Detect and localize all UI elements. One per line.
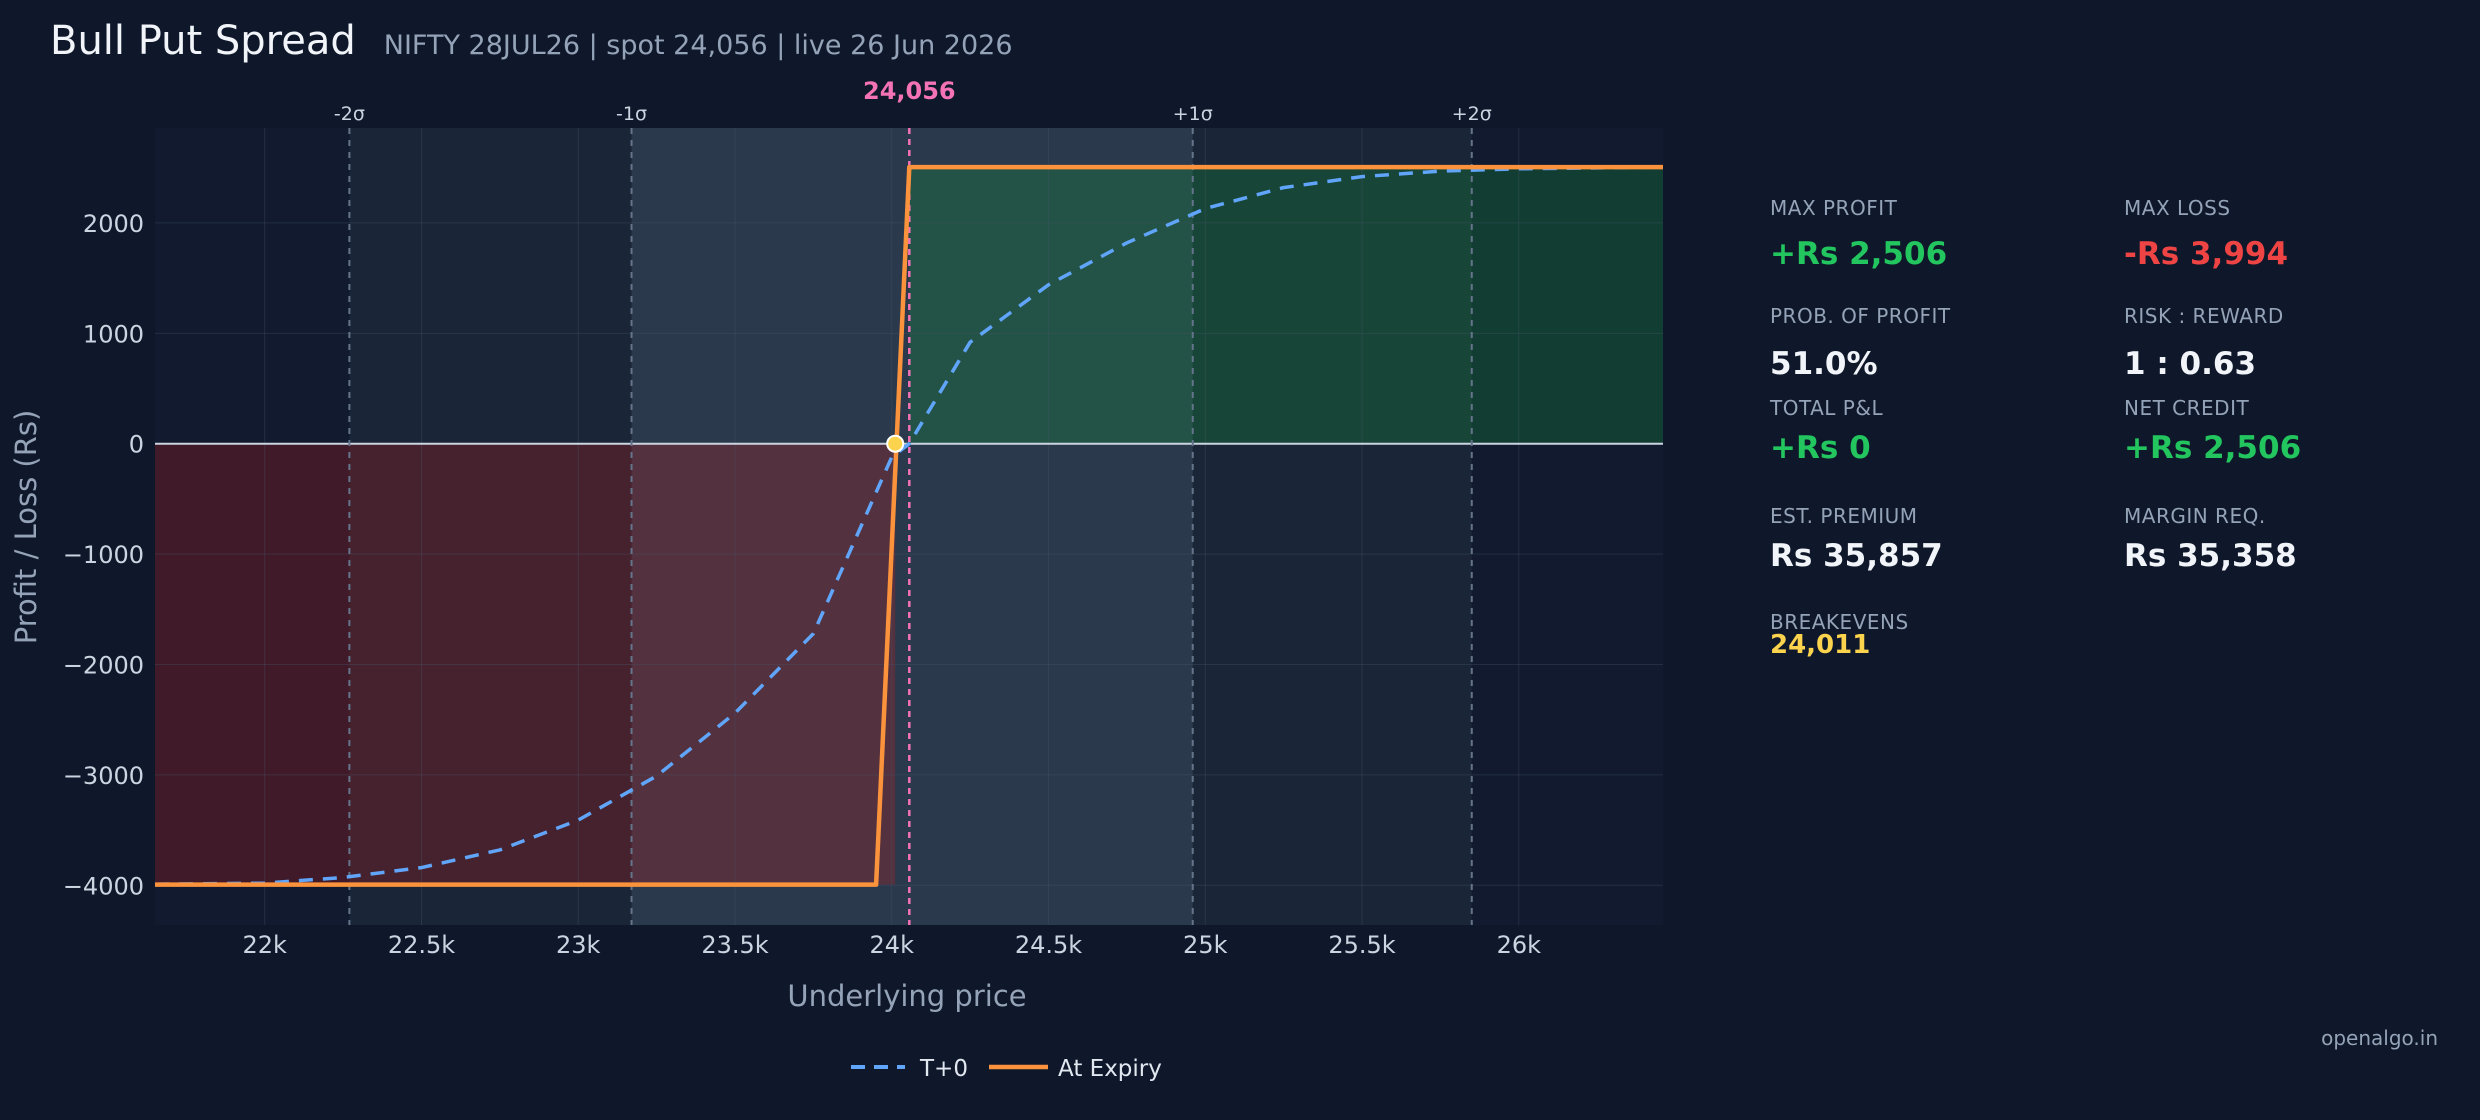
x-tick-label: 26k: [1497, 931, 1542, 959]
prob-of-profit-value: 51.0%: [1770, 346, 1878, 382]
margin-req-label: MARGIN REQ.: [2124, 504, 2266, 528]
total-pnl-label: TOTAL P&L: [1770, 396, 1884, 420]
breakeven-marker: [886, 434, 905, 453]
legend-t0-label: T+0: [919, 1056, 968, 1082]
x-tick-label: 25.5k: [1328, 931, 1395, 959]
breakevens-value: 24,011: [1770, 630, 1871, 660]
legend-expiry-label: At Expiry: [1058, 1056, 1162, 1082]
watermark: openalgo.in: [2321, 1026, 2438, 1050]
y-tick-label: −3000: [63, 762, 144, 790]
profit-zone: [909, 167, 1663, 444]
y-tick-label: 0: [129, 431, 144, 459]
x-tick-label: 24k: [870, 931, 915, 959]
risk-reward-label: RISK : REWARD: [2124, 304, 2284, 328]
max-profit-value: +Rs 2,506: [1770, 236, 1948, 272]
y-tick-label: −4000: [63, 872, 144, 900]
breakevens-label: BREAKEVENS: [1770, 610, 1909, 634]
page-subtitle: NIFTY 28JUL26 | spot 24,056 | live 26 Ju…: [383, 30, 1013, 61]
max-loss-label: MAX LOSS: [2124, 196, 2231, 220]
net-credit-label: NET CREDIT: [2124, 396, 2250, 420]
sigma-label: -2σ: [334, 103, 365, 125]
prob-of-profit-label: PROB. OF PROFIT: [1770, 304, 1951, 328]
y-tick-label: −2000: [63, 651, 144, 679]
risk-reward-value: 1 : 0.63: [2124, 346, 2257, 382]
sigma-label: -1σ: [616, 103, 647, 125]
max-loss-value: -Rs 3,994: [2124, 236, 2289, 272]
x-tick-label: 23.5k: [701, 931, 768, 959]
x-axis-title: Underlying price: [787, 979, 1026, 1013]
total-pnl-value: +Rs 0: [1770, 430, 1871, 466]
x-tick-label: 25k: [1183, 931, 1228, 959]
sigma-label: +1σ: [1173, 103, 1213, 125]
net-credit-value: +Rs 2,506: [2124, 430, 2302, 466]
sigma-label: +2σ: [1452, 103, 1492, 125]
y-tick-label: 2000: [83, 210, 144, 238]
x-tick-label: 24.5k: [1015, 931, 1082, 959]
page-title: Bull Put Spread: [50, 18, 356, 64]
est-premium-value: Rs 35,857: [1770, 538, 1943, 574]
max-profit-label: MAX PROFIT: [1770, 196, 1898, 220]
x-tick-label: 23k: [556, 931, 601, 959]
title-row: Bull Put Spread NIFTY 28JUL26 | spot 24,…: [50, 18, 1013, 82]
spot-label: 24,056: [863, 77, 956, 105]
x-tick-label: 22.5k: [388, 931, 455, 959]
expiry-series-line: [155, 164, 1663, 887]
y-tick-label: 1000: [83, 320, 144, 348]
sigma-band-1: [631, 128, 1193, 925]
x-tick-label: 22k: [243, 931, 288, 959]
est-premium-label: EST. PREMIUM: [1770, 504, 1918, 528]
margin-req-value: Rs 35,358: [2124, 538, 2297, 574]
y-axis-title: Profit / Loss (Rs): [9, 410, 43, 645]
y-tick-label: −1000: [63, 541, 144, 569]
loss-zone: [155, 443, 896, 885]
